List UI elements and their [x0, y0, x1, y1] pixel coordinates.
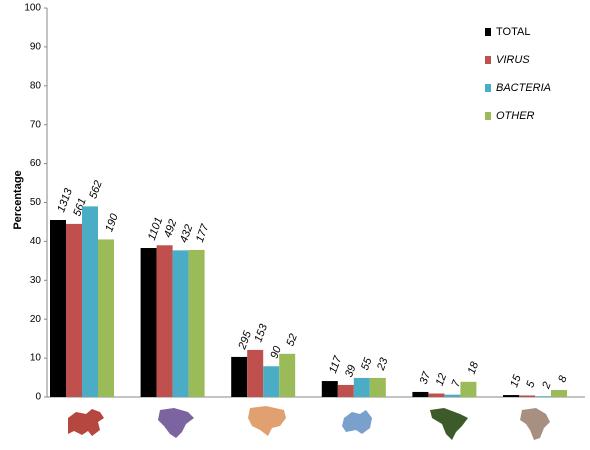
y-tick-label: 30: [30, 275, 42, 286]
legend-swatch: [485, 84, 491, 92]
count-label: 15: [508, 373, 524, 389]
y-tick-label: 50: [30, 197, 42, 208]
bar: [535, 396, 551, 397]
bar: [428, 393, 445, 397]
legend-label: OTHER: [496, 110, 535, 122]
count-label: 2: [540, 380, 554, 391]
bar: [503, 395, 519, 397]
icon-oceania: [342, 410, 372, 434]
legend-label: TOTAL: [496, 26, 530, 38]
continent-icons: [68, 406, 550, 440]
bar: [98, 239, 114, 397]
bar: [412, 391, 429, 397]
bar: [172, 250, 189, 397]
legend-swatch: [485, 112, 491, 120]
bar: [369, 377, 386, 397]
count-label: 5: [524, 379, 538, 390]
y-tick-label: 10: [30, 353, 42, 364]
bar: [50, 220, 66, 397]
y-tick-label: 40: [30, 236, 42, 247]
legend-swatch: [485, 28, 491, 36]
count-label: 190: [103, 211, 121, 233]
count-label: 562: [87, 179, 105, 200]
count-label: 117: [327, 354, 345, 375]
icon-asia: [248, 406, 286, 436]
bar: [247, 349, 264, 397]
bar: [188, 249, 205, 397]
legend-swatch: [485, 56, 491, 64]
y-tick-label: 20: [30, 314, 42, 325]
y-tick-label: 100: [24, 3, 41, 14]
icon-africa: [520, 408, 550, 440]
y-tick-label: 0: [35, 392, 41, 403]
bar: [321, 381, 338, 397]
bar: [337, 384, 354, 397]
count-label: 8: [556, 373, 570, 384]
count-label: 55: [359, 356, 375, 372]
icon-europe: [68, 409, 104, 436]
bar: [231, 356, 248, 397]
count-label: 177: [194, 222, 212, 244]
bar: [460, 381, 477, 397]
bar: [444, 394, 461, 397]
icon-south-america: [430, 408, 468, 440]
bar: [519, 395, 535, 397]
bar: [263, 366, 280, 397]
bar: [353, 377, 370, 397]
legend-label: VIRUS: [496, 54, 530, 66]
count-label: 37: [418, 370, 434, 386]
count-label: 39: [343, 363, 358, 379]
bar: [66, 223, 82, 397]
bar: [140, 248, 157, 397]
bar: [156, 245, 173, 397]
count-label: 18: [466, 359, 482, 375]
y-tick-label: 60: [30, 158, 42, 169]
bar: [551, 389, 567, 397]
icon-north-america: [158, 408, 194, 438]
y-tick-label: 80: [30, 80, 42, 91]
count-label: 492: [162, 218, 180, 239]
count-label: 12: [434, 372, 449, 388]
count-label: 432: [178, 223, 196, 244]
count-label: 52: [284, 332, 299, 348]
count-label: 153: [252, 322, 270, 344]
bar: [279, 353, 296, 397]
y-tick-label: 70: [30, 119, 42, 130]
y-tick-label: 90: [30, 42, 42, 53]
y-axis-label: Percentage: [12, 170, 24, 229]
bar: [82, 206, 98, 397]
count-label: 7: [450, 378, 464, 389]
legend-label: BACTERIA: [496, 82, 551, 94]
count-label: 1101: [146, 216, 165, 242]
count-label: 23: [375, 356, 391, 373]
